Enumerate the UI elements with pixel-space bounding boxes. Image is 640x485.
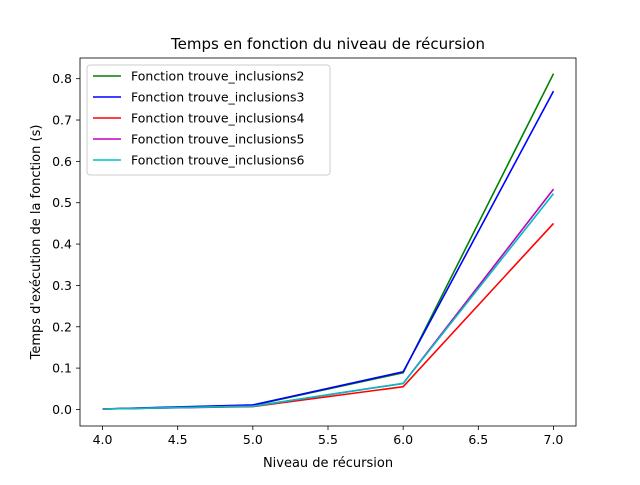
y-tick-label: 0.2 <box>52 319 72 334</box>
y-tick-label: 0.8 <box>52 71 72 86</box>
x-tick-label: 4.5 <box>168 432 188 447</box>
legend-box <box>86 64 331 176</box>
series-layer <box>102 73 555 410</box>
y-axis: 0.0 0.1 0.2 0.3 0.4 0.5 0.6 0.7 0.8 <box>52 71 80 417</box>
x-axis-label: Niveau de récursion <box>263 456 393 471</box>
legend-label-5: Fonction trouve_inclusions6 <box>131 153 305 168</box>
legend-label-2: Fonction trouve_inclusions3 <box>131 90 304 105</box>
x-tick-label: 6.5 <box>468 432 488 447</box>
y-tick-label: 0.6 <box>52 154 72 169</box>
y-tick-label: 0.3 <box>52 278 72 293</box>
y-tick-label: 0.7 <box>52 113 72 128</box>
legend: Fonction trouve_inclusions2 Fonction trou… <box>86 64 331 176</box>
series-line-5 <box>102 193 555 410</box>
y-tick-label: 0.0 <box>52 402 72 417</box>
x-tick-label: 7.0 <box>544 432 564 447</box>
y-tick-label: 0.4 <box>52 237 72 252</box>
x-axis: 4.0 4.5 5.0 5.5 6.0 6.5 7.0 <box>93 426 564 447</box>
chart-title: Temps en fonction du niveau de récursion <box>170 35 485 53</box>
legend-label-4: Fonction trouve_inclusions5 <box>131 132 304 147</box>
x-tick-label: 4.0 <box>93 432 113 447</box>
y-tick-label: 0.1 <box>52 361 72 376</box>
legend-label-3: Fonction trouve_inclusions4 <box>131 111 305 126</box>
x-tick-label: 6.0 <box>393 432 413 447</box>
x-tick-label: 5.5 <box>318 432 338 447</box>
y-axis-label: Temps d'exécution de la fonction (s) <box>29 125 44 361</box>
y-tick-label: 0.5 <box>52 195 72 210</box>
legend-label-1: Fonction trouve_inclusions2 <box>131 69 304 84</box>
x-tick-label: 5.0 <box>243 432 263 447</box>
